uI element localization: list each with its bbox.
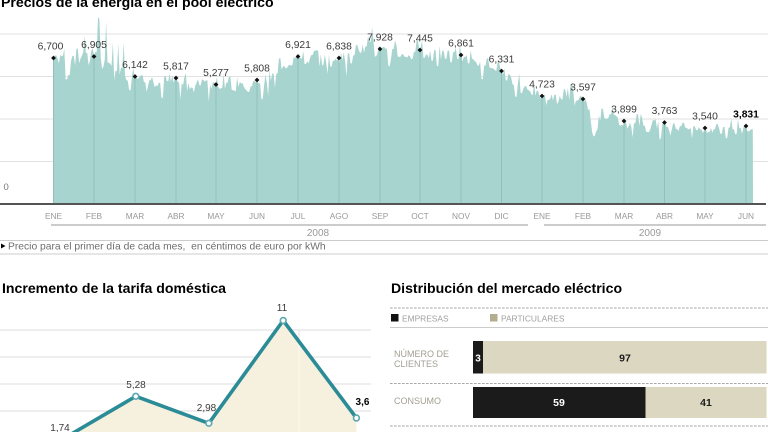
svg-text:ENE: ENE <box>45 211 63 221</box>
svg-text:MAY: MAY <box>207 211 225 221</box>
svg-text:6,142: 6,142 <box>122 60 148 71</box>
svg-text:2008: 2008 <box>307 228 330 239</box>
svg-text:AGO: AGO <box>330 211 349 221</box>
svg-text:Precio para el primer día de c: Precio para el primer día de cada mes, e… <box>8 242 326 253</box>
svg-text:7,928: 7,928 <box>367 32 393 43</box>
svg-text:MAR: MAR <box>615 211 633 221</box>
svg-text:ENE: ENE <box>533 211 551 221</box>
svg-text:3,597: 3,597 <box>570 82 596 93</box>
svg-text:7,445: 7,445 <box>407 33 433 44</box>
svg-text:4,723: 4,723 <box>529 79 555 90</box>
svg-text:5,817: 5,817 <box>163 61 189 72</box>
svg-text:97: 97 <box>619 353 631 365</box>
svg-text:FEB: FEB <box>575 211 592 221</box>
svg-text:3: 3 <box>475 354 481 365</box>
svg-text:0: 0 <box>4 182 9 193</box>
svg-text:6,838: 6,838 <box>326 41 352 52</box>
svg-text:1,74: 1,74 <box>50 423 70 432</box>
svg-text:OCT: OCT <box>411 211 429 221</box>
svg-text:11: 11 <box>277 303 288 314</box>
svg-text:2009: 2009 <box>639 228 662 239</box>
svg-text:6,861: 6,861 <box>448 38 474 49</box>
svg-text:2,98: 2,98 <box>197 403 217 414</box>
svg-text:JUL: JUL <box>291 211 306 221</box>
svg-text:EMPRESAS: EMPRESAS <box>402 313 449 323</box>
svg-text:FEB: FEB <box>86 211 103 221</box>
svg-text:CLIENTES: CLIENTES <box>394 359 438 369</box>
svg-text:ABR: ABR <box>167 211 184 221</box>
svg-text:NÚMERO DE: NÚMERO DE <box>394 349 449 359</box>
svg-text:3,6: 3,6 <box>356 397 370 408</box>
svg-text:3,831: 3,831 <box>733 109 759 120</box>
svg-text:59: 59 <box>553 397 565 409</box>
svg-text:CONSUMO: CONSUMO <box>394 396 441 406</box>
svg-text:6,905: 6,905 <box>81 40 107 51</box>
svg-text:ABR: ABR <box>656 211 673 221</box>
svg-text:5,277: 5,277 <box>203 68 229 79</box>
svg-text:MAR: MAR <box>126 211 144 221</box>
svg-text:6,921: 6,921 <box>285 40 311 51</box>
svg-text:JUN: JUN <box>249 211 265 221</box>
svg-text:JUN: JUN <box>738 211 754 221</box>
svg-text:41: 41 <box>700 397 712 409</box>
svg-text:5,808: 5,808 <box>244 63 270 74</box>
svg-text:3,540: 3,540 <box>692 111 718 122</box>
svg-text:6,331: 6,331 <box>489 54 515 65</box>
svg-text:6,700: 6,700 <box>38 41 64 52</box>
svg-text:NOV: NOV <box>452 211 470 221</box>
svg-text:5,28: 5,28 <box>126 380 146 391</box>
svg-text:SEP: SEP <box>372 211 389 221</box>
svg-text:3,899: 3,899 <box>611 104 637 115</box>
svg-text:PARTICULARES: PARTICULARES <box>501 313 565 323</box>
svg-text:DIC: DIC <box>494 211 508 221</box>
svg-text:3,763: 3,763 <box>652 106 678 117</box>
svg-text:MAY: MAY <box>696 211 714 221</box>
